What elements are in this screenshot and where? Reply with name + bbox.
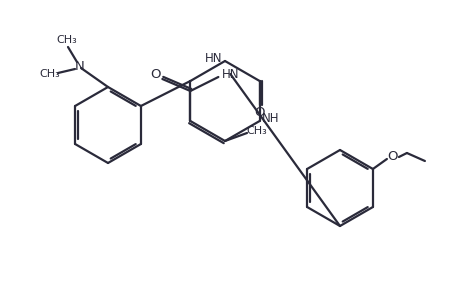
Text: CH₃: CH₃ xyxy=(40,69,60,79)
Text: O: O xyxy=(255,106,265,119)
Text: O: O xyxy=(388,151,398,164)
Text: N: N xyxy=(75,59,85,72)
Text: HN: HN xyxy=(205,52,223,65)
Text: CH₃: CH₃ xyxy=(247,126,267,136)
Text: HN: HN xyxy=(222,68,239,80)
Text: NH: NH xyxy=(262,112,279,125)
Text: O: O xyxy=(150,68,160,80)
Text: CH₃: CH₃ xyxy=(57,35,77,45)
